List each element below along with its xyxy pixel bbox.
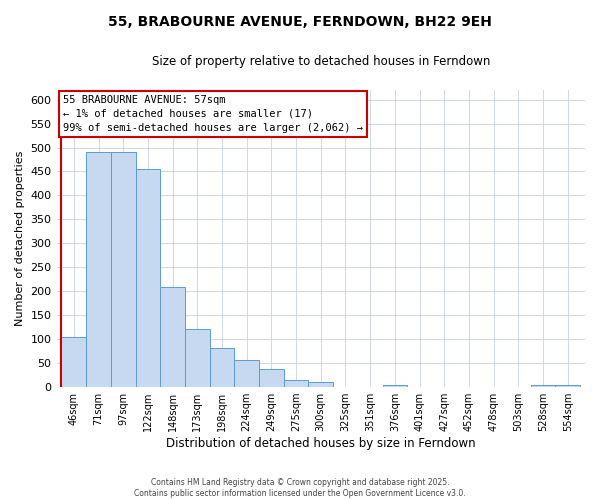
Bar [136,169,160,387]
Title: Size of property relative to detached houses in Ferndown: Size of property relative to detached ho… [152,55,490,68]
Bar [111,152,136,387]
Bar [160,288,185,387]
Bar [530,384,556,387]
Bar [235,360,259,387]
Bar [61,337,86,387]
Bar [284,380,308,387]
Bar [556,384,580,387]
Text: 55, BRABOURNE AVENUE, FERNDOWN, BH22 9EH: 55, BRABOURNE AVENUE, FERNDOWN, BH22 9EH [108,15,492,29]
Bar [209,348,235,387]
Bar [185,328,209,387]
Text: Contains HM Land Registry data © Crown copyright and database right 2025.
Contai: Contains HM Land Registry data © Crown c… [134,478,466,498]
Bar [383,384,407,387]
Text: 55 BRABOURNE AVENUE: 57sqm
← 1% of detached houses are smaller (17)
99% of semi-: 55 BRABOURNE AVENUE: 57sqm ← 1% of detac… [63,95,363,133]
Y-axis label: Number of detached properties: Number of detached properties [15,151,25,326]
X-axis label: Distribution of detached houses by size in Ferndown: Distribution of detached houses by size … [166,437,476,450]
Bar [308,382,333,387]
Bar [259,370,284,387]
Bar [86,152,111,387]
